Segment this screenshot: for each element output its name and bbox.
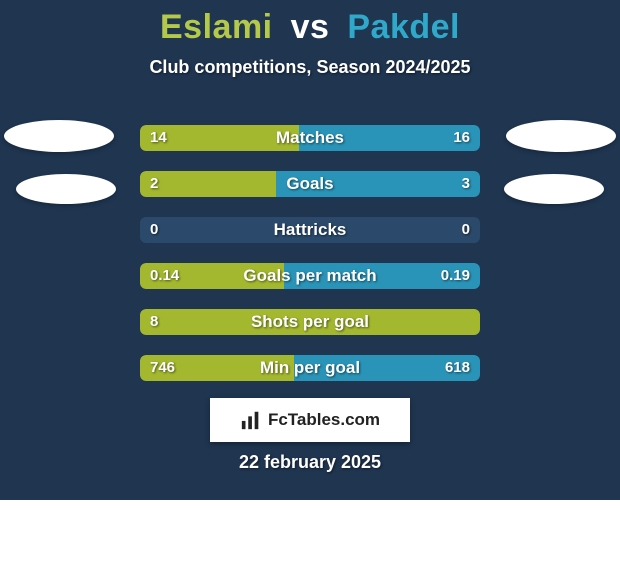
- stat-label: Goals: [140, 171, 480, 197]
- player1-name: Eslami: [160, 8, 273, 46]
- bar-chart-icon: [240, 409, 262, 431]
- stat-label: Hattricks: [140, 217, 480, 243]
- player1-avatar: [4, 120, 114, 152]
- date-text: 22 february 2025: [0, 452, 620, 473]
- stat-label: Shots per goal: [140, 309, 480, 335]
- stat-row: 00Hattricks: [140, 217, 480, 243]
- stat-row: 1416Matches: [140, 125, 480, 151]
- brand-badge[interactable]: FcTables.com: [210, 398, 410, 442]
- stat-row: 23Goals: [140, 171, 480, 197]
- stat-bars: 1416Matches 23Goals 00Hattricks 0.140.19Goa…: [140, 125, 480, 401]
- player1-club-badge: [16, 174, 116, 204]
- stat-row: 8Shots per goal: [140, 309, 480, 335]
- brand-text: FcTables.com: [268, 410, 380, 430]
- page-title: Eslami vs Pakdel: [0, 0, 620, 47]
- stat-row: 746618Min per goal: [140, 355, 480, 381]
- vs-text: vs: [291, 8, 330, 46]
- player2-name: Pakdel: [347, 8, 460, 46]
- comparison-card: Eslami vs Pakdel Club competitions, Seas…: [0, 0, 620, 500]
- stat-label: Min per goal: [140, 355, 480, 381]
- stat-label: Goals per match: [140, 263, 480, 289]
- stat-label: Matches: [140, 125, 480, 151]
- subtitle: Club competitions, Season 2024/2025: [0, 57, 620, 78]
- player2-avatar: [506, 120, 616, 152]
- player2-club-badge: [504, 174, 604, 204]
- stat-row: 0.140.19Goals per match: [140, 263, 480, 289]
